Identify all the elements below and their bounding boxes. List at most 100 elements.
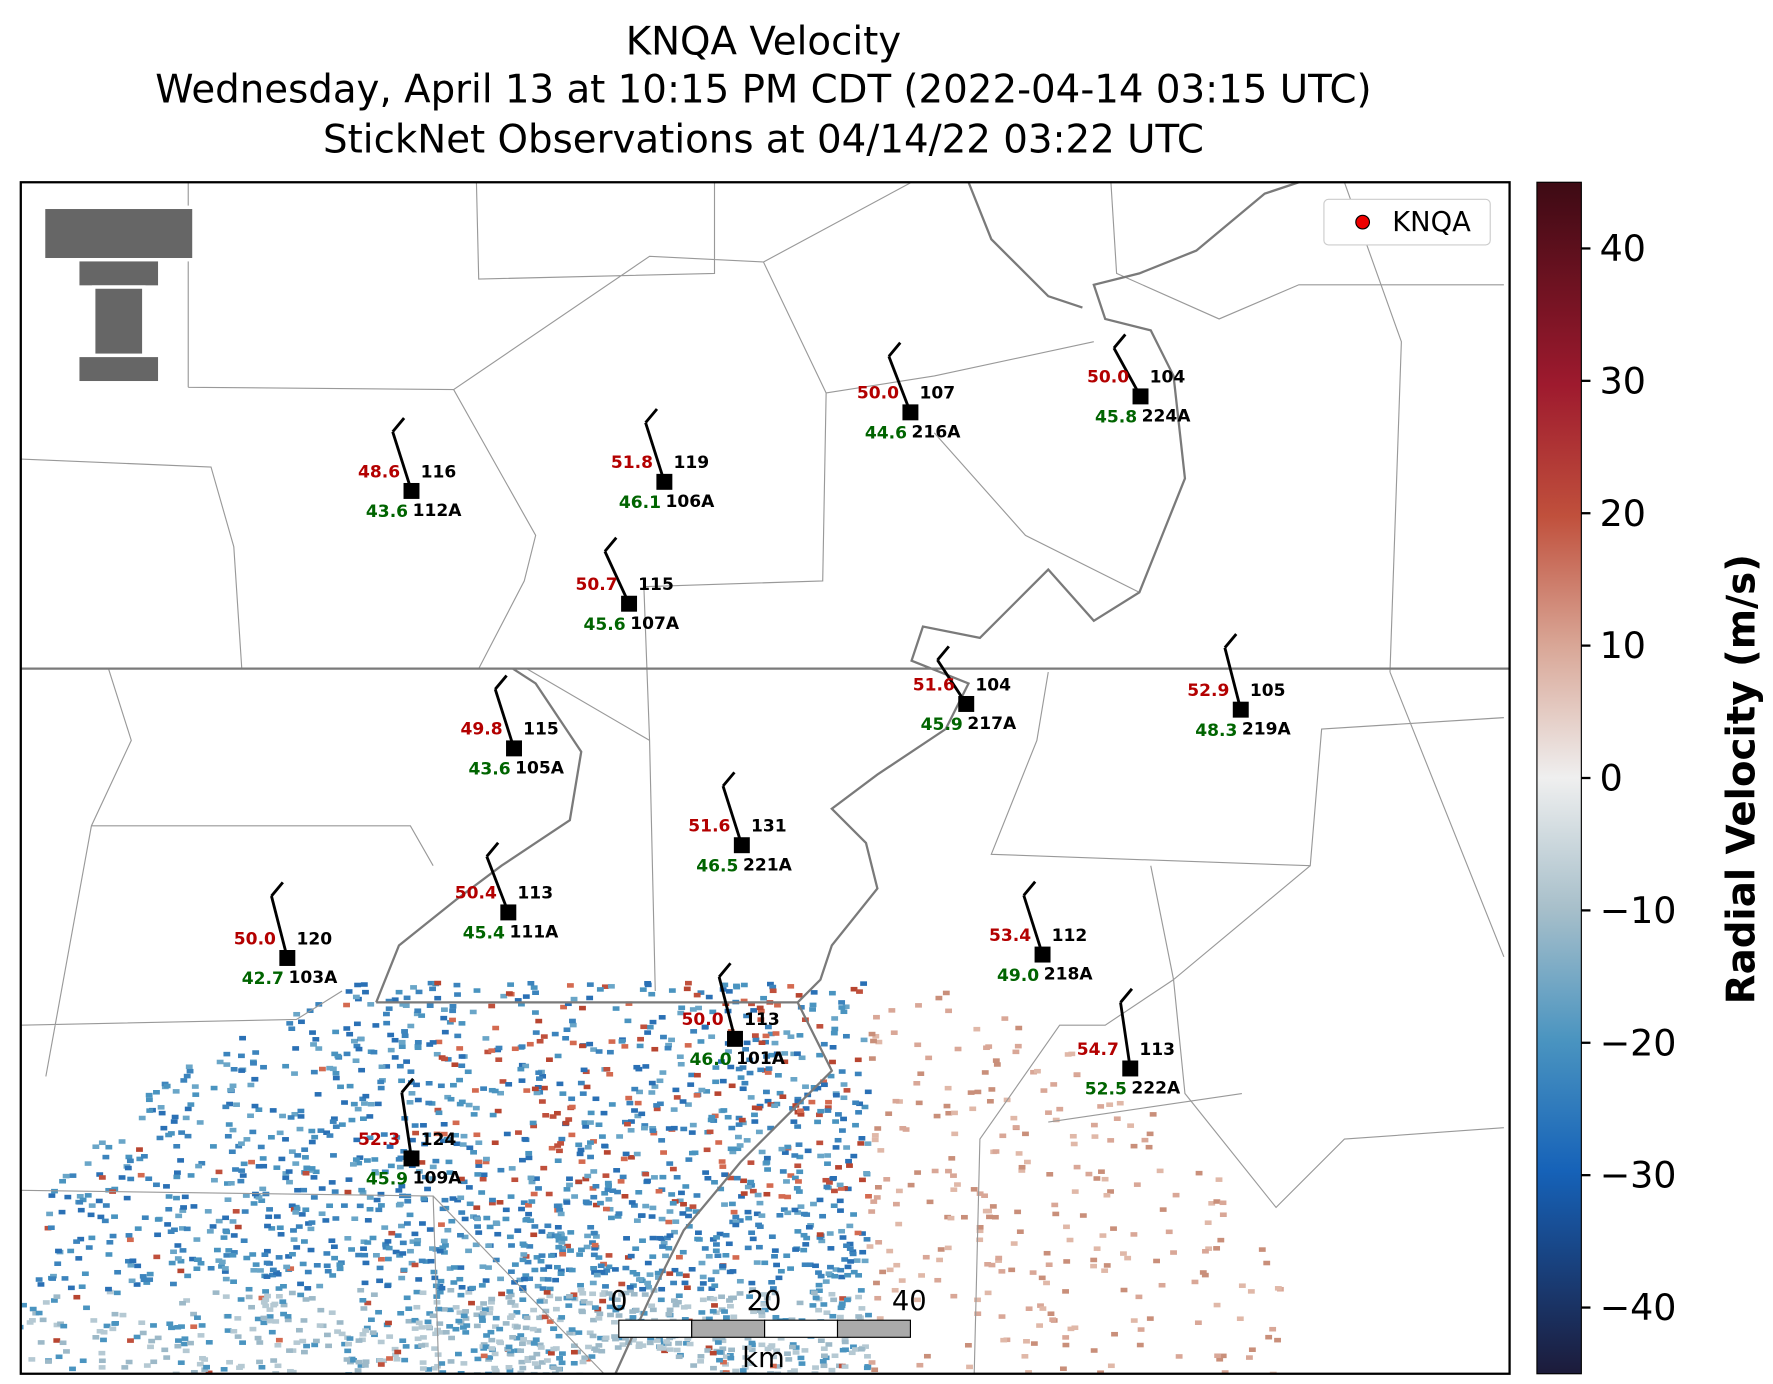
radar-gate [859, 1177, 866, 1183]
radar-gate [329, 1119, 337, 1124]
temperature: 50.0 [681, 1010, 723, 1030]
radar-gate [817, 1273, 825, 1279]
radar-gate [431, 1275, 439, 1281]
radar-gate [100, 1330, 108, 1335]
radar-gate [403, 1375, 410, 1380]
radar-gate [488, 1003, 496, 1009]
radar-gate [126, 1237, 134, 1243]
radar-gate [825, 1099, 832, 1105]
radar-gate [626, 1100, 634, 1106]
radar-gate [712, 1248, 720, 1254]
radar-gate [915, 1100, 923, 1106]
radar-gate [494, 1108, 502, 1114]
radar-gate [1093, 1246, 1101, 1251]
radar-gate [274, 1342, 282, 1348]
radar-gate [560, 1004, 567, 1010]
radar-gate [482, 1278, 490, 1283]
radar-gate [230, 1066, 238, 1072]
radar-gate [672, 1302, 680, 1308]
radar-gate [466, 1377, 473, 1382]
radar-gate [369, 1330, 377, 1335]
radar-gate [223, 1253, 231, 1258]
radar-gate [160, 1125, 168, 1131]
county-lines [20, 182, 1505, 1374]
wind-staff [1112, 347, 1142, 398]
radar-gate [503, 1131, 511, 1137]
radar-gate [266, 1318, 274, 1324]
radar-gate [863, 1170, 870, 1176]
radar-gate [443, 1136, 451, 1142]
radar-gate [589, 1240, 596, 1245]
radar-gate [427, 1258, 435, 1264]
colorbar-tick-label: −40 [1600, 1286, 1677, 1329]
radar-gate [608, 1039, 616, 1044]
radar-gate [259, 1186, 267, 1192]
station-id: 219A [1242, 720, 1292, 740]
radar-gate [370, 1292, 378, 1297]
radar-gate [456, 1310, 464, 1315]
radar-gate [896, 1099, 903, 1104]
radar-gate [271, 1301, 279, 1307]
wind-staff [400, 1092, 413, 1159]
radar-gate [50, 1273, 57, 1279]
radar-gate [260, 1320, 268, 1326]
radar-gate [175, 1338, 182, 1343]
radar-gate [552, 1306, 560, 1312]
radar-gate [407, 1375, 414, 1380]
radar-gate [680, 1201, 687, 1207]
radar-gate [286, 1348, 293, 1353]
radar-gate [622, 1290, 630, 1296]
radar-gate [528, 1355, 536, 1361]
radar-gate [821, 1082, 828, 1088]
radar-gate [197, 1333, 205, 1338]
temperature: 52.3 [358, 1130, 400, 1150]
radar-gate [521, 1136, 529, 1142]
radar-gate [391, 997, 399, 1002]
radar-gate [59, 1340, 67, 1346]
radar-gate [730, 1295, 737, 1301]
radar-gate [1127, 1123, 1135, 1128]
radar-gate [332, 1124, 340, 1129]
radar-gate [360, 1306, 368, 1311]
radar-gate [973, 1026, 981, 1032]
radar-gate [536, 1038, 544, 1044]
radar-gate [690, 1029, 698, 1034]
radar-gate [165, 1194, 173, 1199]
radar-gate [364, 1240, 372, 1245]
radar-gate [468, 1300, 475, 1306]
radar-gate [529, 1326, 537, 1332]
radar-gate [688, 1130, 696, 1135]
radar-gate [815, 1288, 823, 1293]
radar-gate [655, 1188, 663, 1194]
radar-gate [419, 1366, 427, 1371]
radar-gate [465, 1185, 473, 1190]
radar-gate [625, 1001, 633, 1006]
radar-gate [513, 1335, 521, 1341]
radar-gate [1245, 1355, 1253, 1360]
radar-gate [489, 1197, 496, 1203]
radar-gate [1141, 1137, 1149, 1143]
radar-gate [830, 1030, 838, 1036]
radar-gate [37, 1340, 45, 1345]
wind-staff [485, 855, 510, 913]
radar-gate [425, 1380, 432, 1384]
radar-gate [758, 1149, 766, 1155]
radar-gate [530, 1191, 538, 1197]
radar-gate [816, 1024, 824, 1029]
radar-gate [479, 1264, 487, 1269]
radar-gate [1062, 1335, 1070, 1340]
station-id: 218A [1044, 965, 1094, 985]
radar-gate [237, 1297, 245, 1302]
radar-gate [706, 1296, 714, 1301]
radar-gate [732, 1214, 740, 1220]
radar-gate [1130, 1143, 1138, 1149]
radar-gate [763, 1191, 771, 1197]
radar-gate [981, 1070, 989, 1075]
radar-gate [735, 1122, 743, 1127]
radar-gate [902, 1127, 910, 1132]
radar-gate [324, 1268, 332, 1274]
radar-gate [111, 1321, 119, 1326]
radar-gate [127, 1338, 134, 1343]
radar-gate [354, 1368, 362, 1373]
radar-gate [334, 1329, 341, 1334]
